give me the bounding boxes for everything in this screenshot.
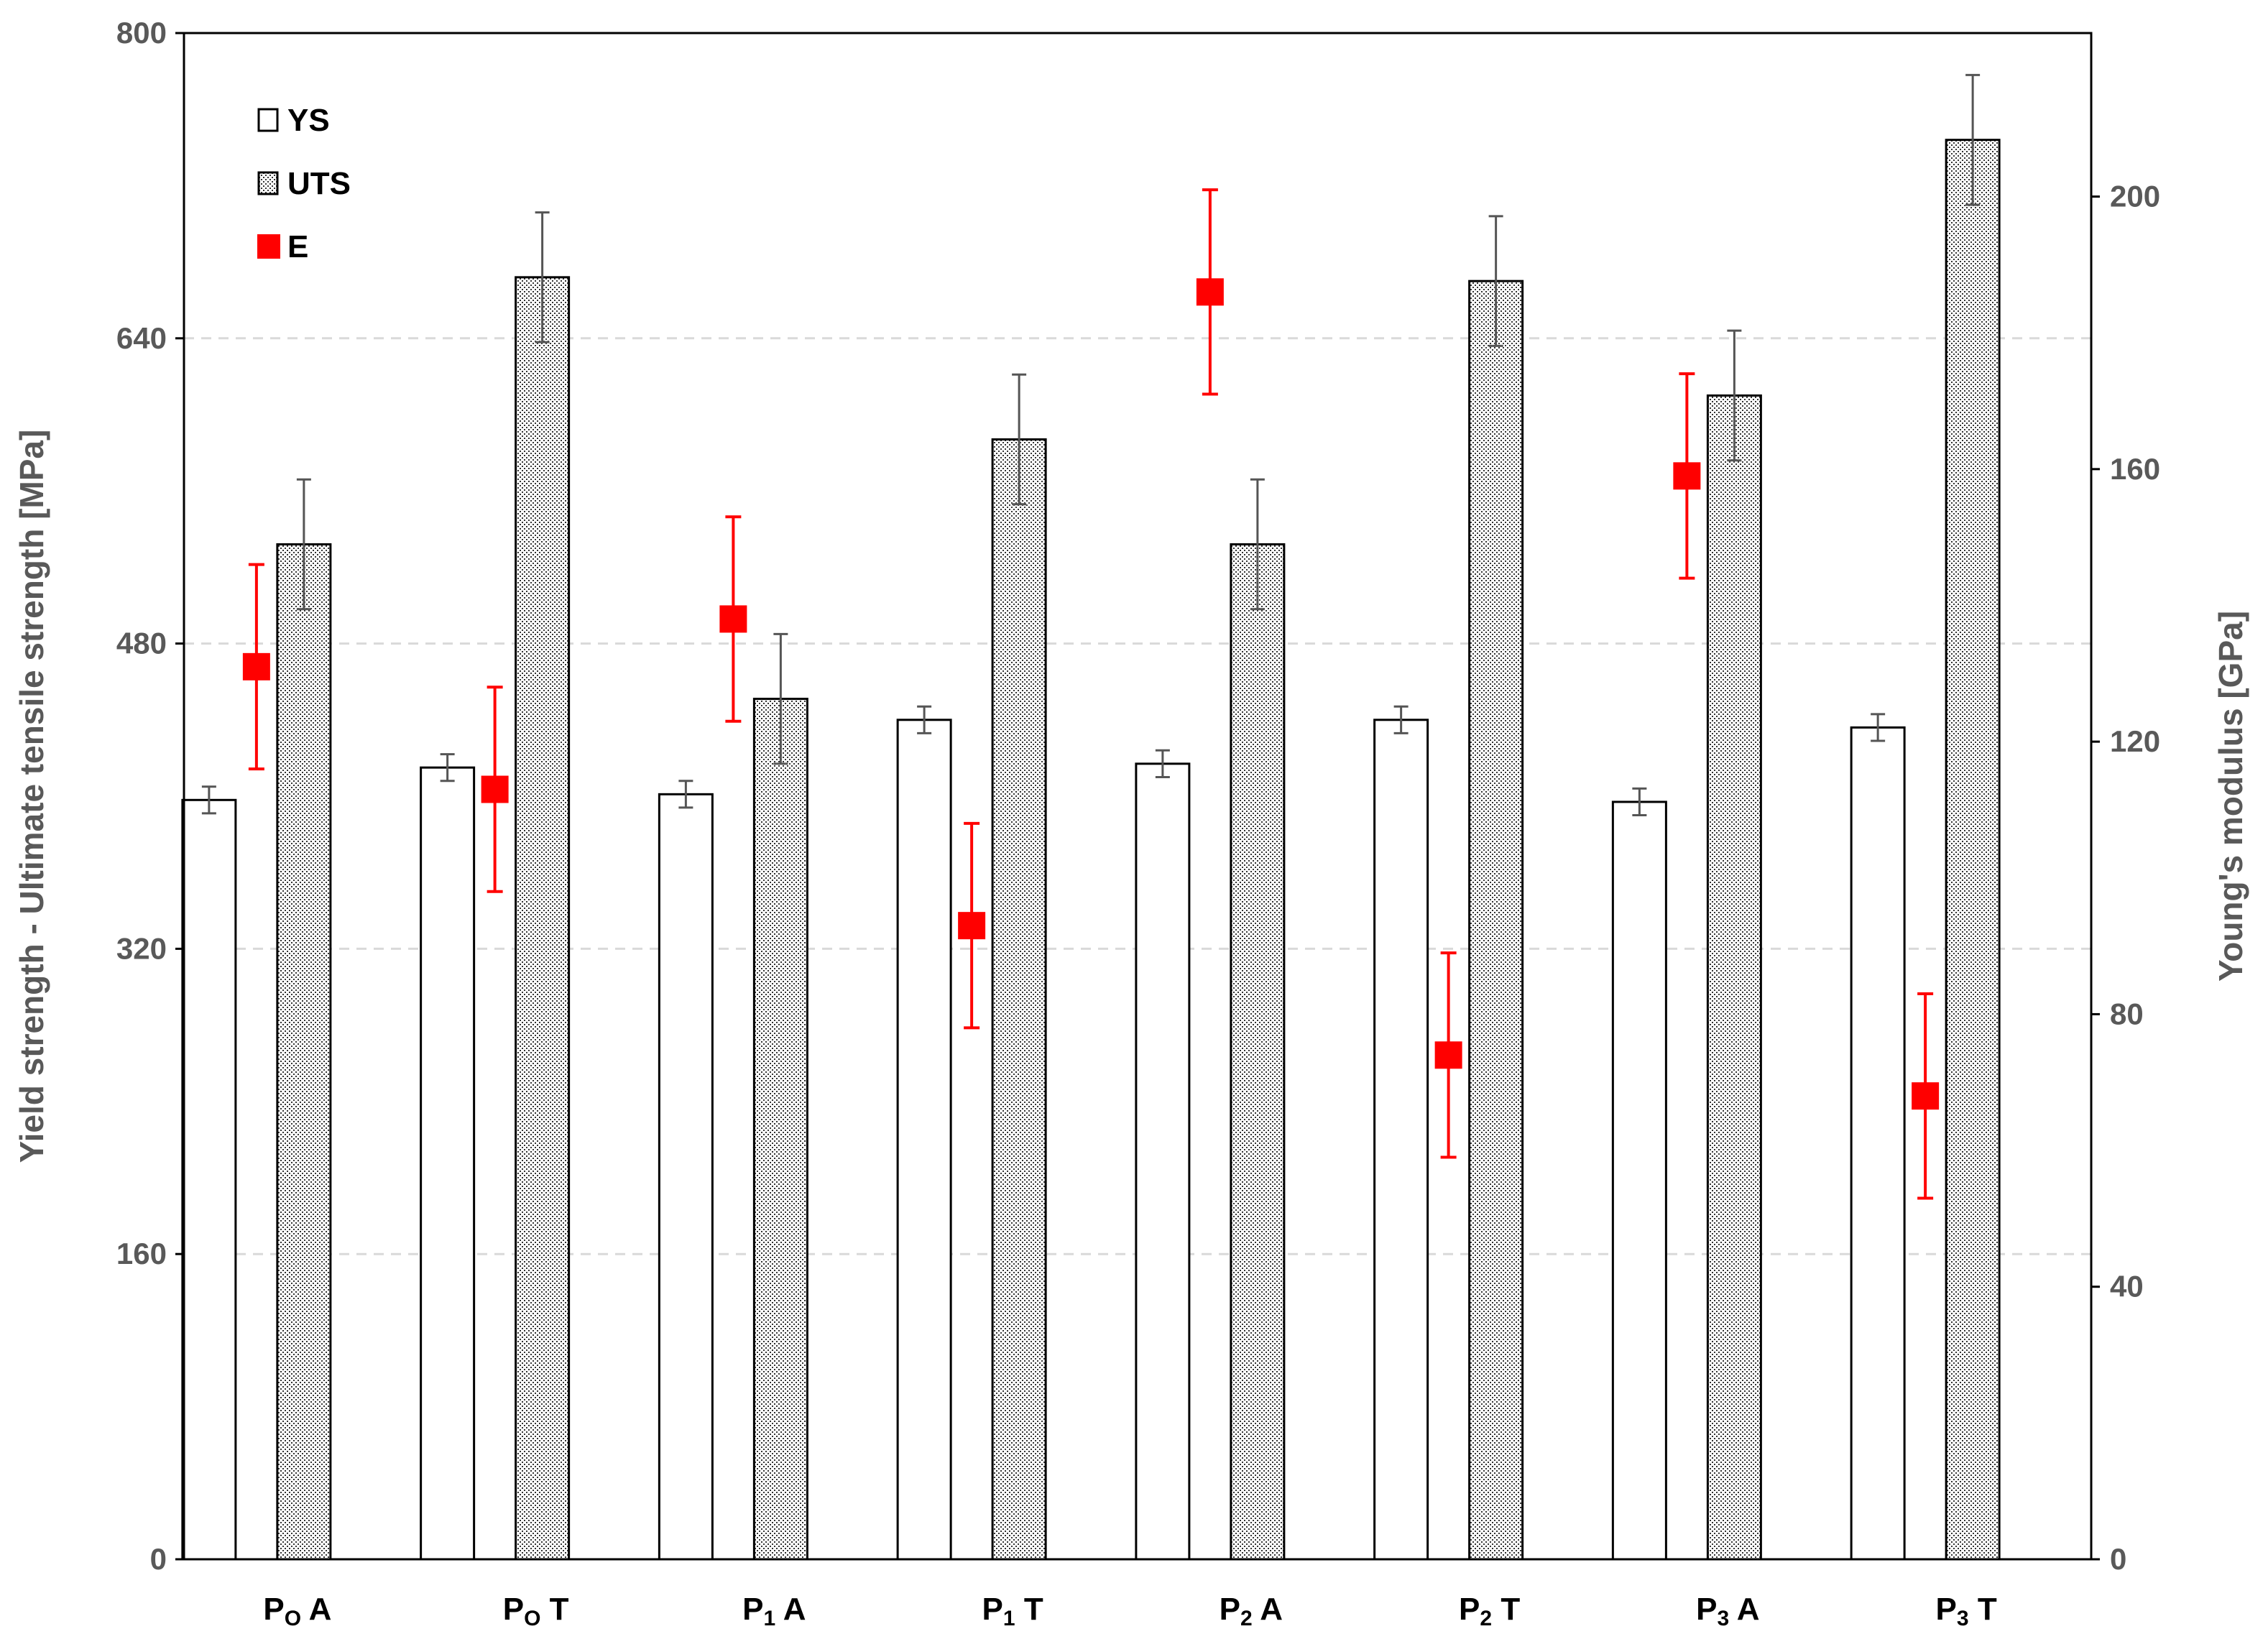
legend-label-e: E: [287, 229, 308, 264]
category-label: PO A: [263, 1592, 331, 1630]
bar-ys: [1373, 719, 1429, 1561]
bar-uts: [1468, 280, 1524, 1561]
category-labels: PO A PO T P1 A P1 T P2 A P2 T P3 A P3 T: [263, 1592, 1996, 1630]
category-label-sub: 3: [1957, 1607, 1969, 1630]
bar-uts: [1945, 139, 2001, 1561]
bar-uts: [276, 543, 332, 1561]
marker-e: [1912, 1082, 1940, 1110]
legend-label-uts: UTS: [287, 166, 351, 201]
category-label: P1 T: [982, 1592, 1043, 1630]
category-label: P2 A: [1220, 1592, 1283, 1630]
category-label-main: P: [742, 1592, 763, 1627]
left-tick-label: 800: [116, 16, 167, 50]
right-axis-ticks: 0 40 80 120 160 200: [2091, 180, 2160, 1576]
bar-uts: [752, 698, 808, 1561]
category-label-suffix: A: [1729, 1592, 1759, 1627]
legend-swatch-ys: [257, 108, 279, 132]
category-label-suffix: T: [1015, 1592, 1043, 1627]
legend: YS UTS E: [257, 103, 351, 264]
right-tick-label: 160: [2110, 452, 2160, 486]
category-label-suffix: T: [1969, 1592, 1997, 1627]
category-label-sub: O: [285, 1607, 301, 1630]
bar-ys: [1850, 726, 1906, 1561]
bar-ys: [896, 719, 952, 1561]
category-label-suffix: A: [1253, 1592, 1283, 1627]
category-label: P3 A: [1696, 1592, 1759, 1630]
legend-swatch-uts: [257, 171, 279, 195]
bar-uts: [1706, 394, 1762, 1561]
bar-uts: [991, 438, 1047, 1561]
left-tick-label: 640: [116, 321, 167, 355]
category-label-main: P: [982, 1592, 1003, 1627]
legend-label-ys: YS: [287, 103, 330, 138]
y2-axis-title: Young's modulus [GPa]: [2212, 611, 2249, 982]
right-tick-label: 120: [2110, 724, 2160, 758]
marker-e: [1434, 1041, 1462, 1069]
bar-ys: [420, 766, 476, 1561]
category-label: P2 T: [1459, 1592, 1520, 1630]
category-label-suffix: A: [775, 1592, 806, 1627]
bar-uts: [515, 276, 571, 1561]
category-label-sub: 1: [1003, 1607, 1015, 1630]
left-axis-ticks: 0 160 320 480 640 800: [116, 16, 184, 1576]
category-label-main: P: [1696, 1592, 1717, 1627]
plot-frame: [183, 32, 2093, 1561]
category-label: PO T: [503, 1592, 569, 1630]
category-label-suffix: T: [540, 1592, 568, 1627]
category-label: P1 A: [742, 1592, 806, 1630]
left-tick-label: 320: [116, 931, 167, 965]
e-markers-layer: [242, 188, 1940, 1200]
category-label-sub: 2: [1480, 1607, 1492, 1630]
category-label-main: P: [1459, 1592, 1480, 1627]
category-label-sub: 1: [764, 1607, 776, 1630]
y-axis-title: Yield strength - Ultimate tensile streng…: [13, 430, 50, 1163]
left-tick-label: 0: [150, 1542, 167, 1576]
marker-e: [1673, 462, 1701, 490]
bar-ys: [658, 793, 714, 1561]
category-label-suffix: T: [1492, 1592, 1520, 1627]
marker-e: [481, 775, 509, 803]
category-label-sub: 3: [1718, 1607, 1730, 1630]
marker-e: [719, 605, 747, 633]
category-label-main: P: [1936, 1592, 1957, 1627]
right-tick-label: 80: [2110, 997, 2144, 1030]
bar-ys: [1611, 800, 1667, 1561]
bar-ys: [181, 798, 237, 1561]
category-label-main: P: [1220, 1592, 1240, 1627]
bar-ys: [1135, 762, 1191, 1561]
category-label: P3 T: [1936, 1592, 1997, 1630]
bar-uts: [1230, 543, 1286, 1561]
category-label-sub: O: [524, 1607, 540, 1630]
marker-e: [958, 912, 986, 940]
category-label-main: P: [503, 1592, 524, 1627]
category-label-main: P: [263, 1592, 284, 1627]
marker-e: [1196, 278, 1224, 306]
left-tick-label: 480: [116, 627, 167, 660]
right-tick-label: 0: [2110, 1542, 2126, 1576]
right-tick-label: 200: [2110, 180, 2160, 213]
category-label-sub: 2: [1240, 1607, 1253, 1630]
bars-layer: [181, 73, 2001, 1561]
right-tick-label: 40: [2110, 1270, 2144, 1303]
left-tick-label: 160: [116, 1237, 167, 1270]
category-label-suffix: A: [301, 1592, 331, 1627]
legend-swatch-e: [257, 234, 280, 259]
marker-e: [242, 652, 270, 680]
